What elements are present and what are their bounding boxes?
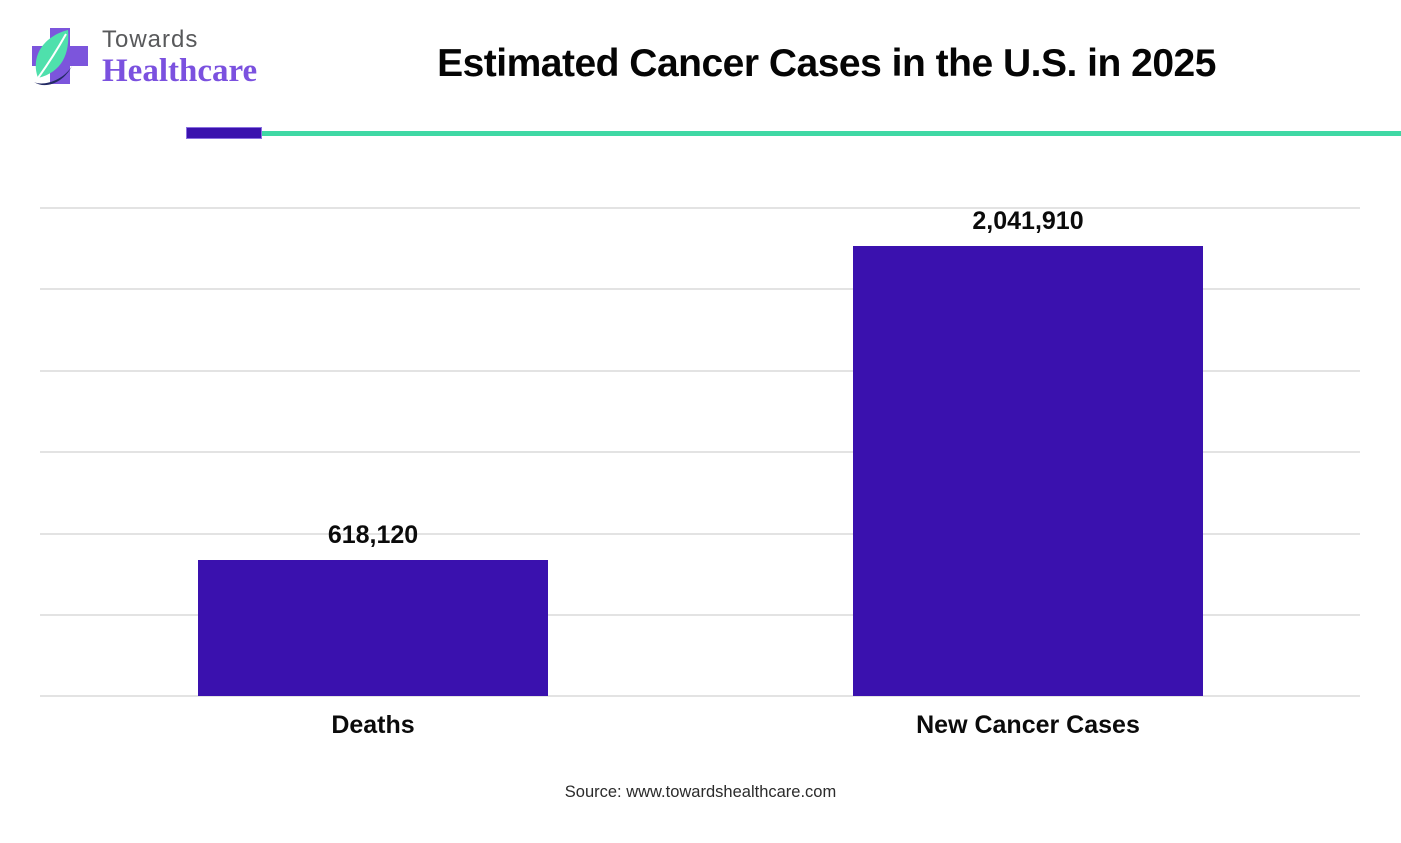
category-label-deaths: Deaths [331,711,415,739]
bar-group-new-cancer-cases: 2,041,910 [853,207,1203,696]
plot-area: 618,120 2,041,910 [40,207,1360,697]
bar-group-deaths: 618,120 [198,207,548,696]
bar-value-new-cancer-cases: 2,041,910 [972,207,1084,235]
bar-deaths [198,560,548,696]
gridline [40,614,1360,616]
brand-name-healthcare: Healthcare [102,53,258,89]
gridline [40,533,1360,535]
gridline [40,695,1360,697]
chart-title: Estimated Cancer Cases in the U.S. in 20… [437,42,1216,85]
gridline [40,451,1360,453]
title-divider [186,127,1401,139]
towards-healthcare-logo-icon [32,28,88,86]
divider-accent-segment [186,127,262,139]
source-attribution: Source: www.towardshealthcare.com [564,783,837,801]
divider-line [262,130,1401,136]
brand-name-towards: Towards [102,26,199,53]
bar-new-cancer-cases [853,246,1203,696]
brand-logo: Towards Healthcare [28,20,257,98]
bar-value-deaths: 618,120 [327,521,419,549]
gridline [40,370,1360,372]
gridline [40,288,1360,290]
category-label-new-cancer-cases: New Cancer Cases [916,711,1140,739]
gridline [40,207,1360,209]
